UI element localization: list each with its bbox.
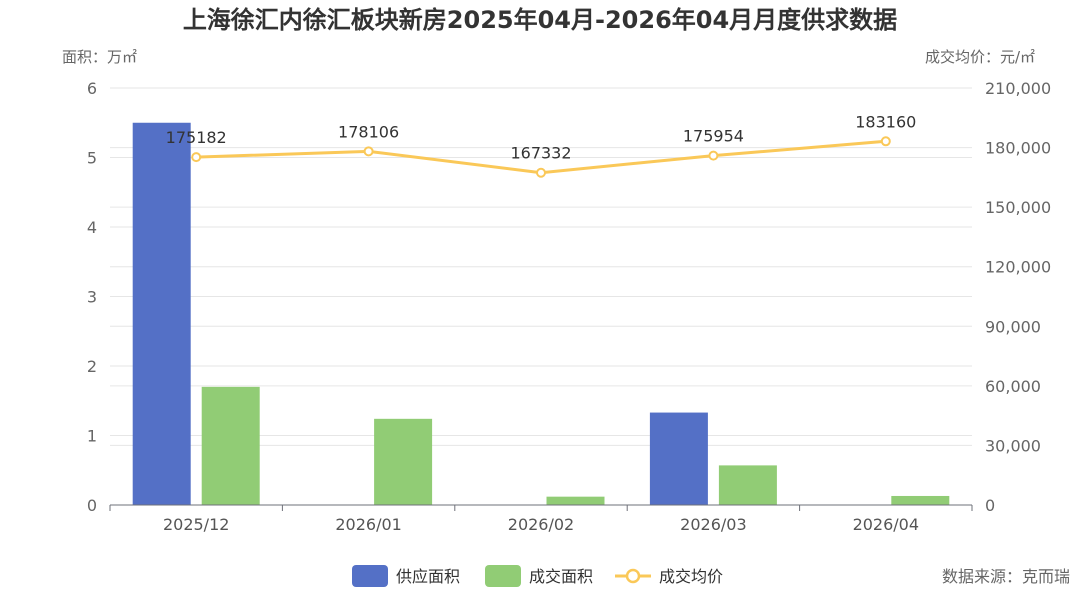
deal-area-bar (718, 465, 777, 505)
avg-price-data-label: 183160 (855, 112, 916, 131)
chart-title: 上海徐汇内徐汇板块新房2025年04月-2026年04月月度供求数据 (183, 6, 897, 34)
avg-price-data-label: 178106 (338, 122, 399, 141)
avg-price-point (363, 146, 374, 157)
avg-price-point (191, 152, 202, 163)
legend-deal-area-swatch (485, 565, 521, 587)
bars (132, 122, 950, 505)
left-tick-label: 4 (87, 218, 97, 237)
x-tick-label: 2025/12 (163, 515, 229, 534)
left-axis-label: 面积：万㎡ (62, 48, 137, 66)
gridlines (110, 87, 972, 446)
right-tick-label: 210,000 (985, 79, 1051, 98)
right-tick-label: 60,000 (985, 377, 1041, 396)
avg-price-data-label: 175182 (166, 128, 227, 147)
left-tick-label: 5 (87, 149, 97, 168)
left-tick-label: 3 (87, 288, 97, 307)
deal-area-bar (201, 386, 260, 505)
x-tick-label: 2026/03 (680, 515, 746, 534)
supply-area-bar (649, 412, 708, 505)
legend-deal-area-label: 成交面积 (529, 567, 593, 586)
left-axis-ticks: 0 1 2 3 4 5 6 (87, 79, 97, 515)
left-tick-label: 6 (87, 79, 97, 98)
deal-area-bar (546, 496, 605, 505)
right-tick-label: 150,000 (985, 198, 1051, 217)
legend-avg-price-label: 成交均价 (659, 567, 723, 586)
right-tick-label: 0 (985, 496, 995, 515)
supply-area-bar (132, 122, 191, 505)
price-line: 175182 178106 167332 175954 183160 (166, 112, 916, 178)
right-tick-label: 120,000 (985, 258, 1051, 277)
legend-avg-price-swatch-marker (625, 568, 641, 584)
avg-price-point (536, 167, 546, 178)
left-tick-label: 0 (87, 496, 97, 515)
avg-price-data-label: 175954 (683, 127, 744, 146)
x-tick-label: 2026/01 (335, 515, 401, 534)
left-tick-label: 2 (87, 357, 97, 376)
deal-area-bar (374, 418, 433, 505)
right-axis-label: 成交均价：元/㎡ (925, 48, 1035, 66)
right-axis-ticks: 0 30,000 60,000 90,000 120,000 150,000 180,000… (985, 79, 1051, 515)
avg-price-data-label: 167332 (510, 144, 571, 163)
legend-supply-area-swatch (352, 565, 388, 587)
deal-area-bar (891, 495, 950, 505)
right-tick-label: 90,000 (985, 317, 1041, 336)
left-tick-label: 1 (87, 427, 97, 446)
legend[interactable]: 供应面积 成交面积 成交均价 (352, 565, 723, 587)
x-axis: 2025/12 2026/01 2026/02 2026/03 2026/04 (109, 504, 973, 534)
x-tick-label: 2026/04 (853, 515, 919, 534)
right-tick-label: 180,000 (985, 139, 1051, 158)
legend-supply-area-label: 供应面积 (396, 567, 460, 586)
avg-price-point (708, 150, 719, 161)
data-source: 数据来源：克而瑞 (942, 567, 1070, 586)
avg-price-point (880, 136, 891, 147)
x-tick-label: 2026/02 (508, 515, 574, 534)
right-tick-label: 30,000 (985, 436, 1041, 455)
